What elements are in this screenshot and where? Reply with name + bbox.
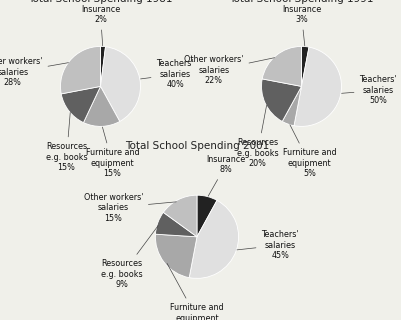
Text: Insurance
8%: Insurance 8%: [206, 155, 245, 196]
Wedge shape: [196, 195, 217, 237]
Wedge shape: [293, 47, 341, 126]
Wedge shape: [60, 46, 100, 94]
Wedge shape: [261, 79, 301, 122]
Text: Insurance
3%: Insurance 3%: [281, 5, 320, 46]
Text: Resources
e.g. books
15%: Resources e.g. books 15%: [46, 112, 87, 172]
Wedge shape: [155, 234, 196, 278]
Wedge shape: [100, 47, 140, 122]
Wedge shape: [301, 46, 308, 86]
Wedge shape: [189, 200, 238, 278]
Title: Total School Spending 1981: Total School Spending 1981: [28, 0, 172, 4]
Text: Teachers'
salaries
50%: Teachers' salaries 50%: [341, 76, 396, 105]
Wedge shape: [163, 195, 196, 237]
Text: Resources
e.g. books
20%: Resources e.g. books 20%: [236, 105, 277, 168]
Title: Total School Spending 1991: Total School Spending 1991: [229, 0, 373, 4]
Wedge shape: [155, 212, 196, 237]
Text: Other workers'
salaries
15%: Other workers' salaries 15%: [83, 193, 176, 223]
Title: Total School Spending 2001: Total School Spending 2001: [125, 141, 268, 151]
Text: Furniture and
equipment
5%: Furniture and equipment 5%: [282, 124, 336, 178]
Text: Teachers'
salaries
45%: Teachers' salaries 45%: [236, 230, 298, 260]
Text: Insurance
2%: Insurance 2%: [81, 5, 120, 46]
Text: Furniture and
equipment
15%: Furniture and equipment 15%: [85, 127, 139, 178]
Text: Furniture and
equipment
23%: Furniture and equipment 23%: [167, 263, 223, 320]
Wedge shape: [83, 86, 119, 126]
Wedge shape: [282, 86, 301, 126]
Wedge shape: [261, 46, 301, 86]
Text: Other workers'
salaries
22%: Other workers' salaries 22%: [184, 55, 274, 85]
Wedge shape: [100, 46, 105, 86]
Text: Resources
e.g. books
9%: Resources e.g. books 9%: [101, 226, 158, 289]
Wedge shape: [61, 86, 100, 123]
Text: Other workers'
salaries
28%: Other workers' salaries 28%: [0, 58, 68, 87]
Text: Teachers'
salaries
40%: Teachers' salaries 40%: [140, 60, 194, 89]
